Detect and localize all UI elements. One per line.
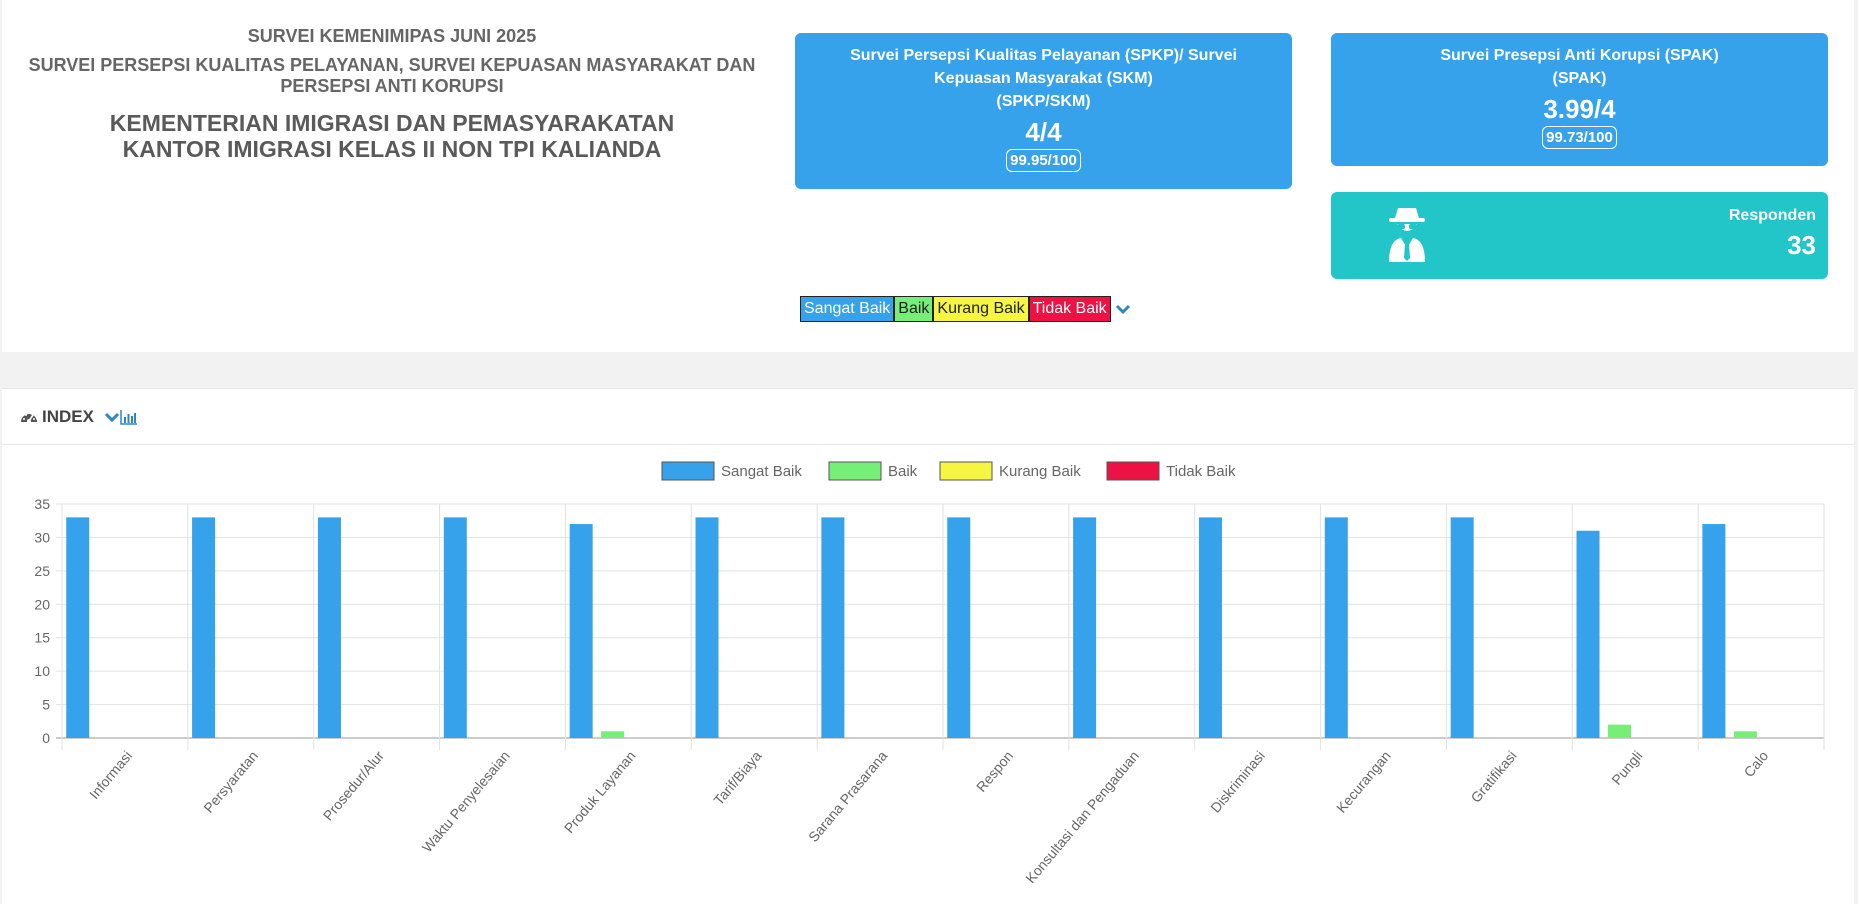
y-tick-label: 5 xyxy=(42,697,50,713)
x-tick-label: Waktu Penyelesaian xyxy=(419,748,513,856)
legend-swatch xyxy=(1106,461,1160,481)
survey-period: SURVEI KEMENIMIPAS JUNI 2025 xyxy=(247,26,537,46)
bar-chart-icon[interactable] xyxy=(120,409,138,425)
bar-sangat-baik xyxy=(947,517,971,738)
legend-baik: Baik xyxy=(894,296,934,322)
spak-title-line2: (SPAK) xyxy=(1552,70,1607,87)
bar-baik xyxy=(601,731,625,738)
user-secret-icon xyxy=(1389,208,1425,262)
bar-sangat-baik xyxy=(695,517,719,738)
spak-card: Survei Presepsi Anti Korupsi (SPAK) (SPA… xyxy=(1331,33,1828,166)
bar-sangat-baik xyxy=(821,517,845,738)
survey-header: SURVEI KEMENIMIPAS JUNI 2025 SURVEI PERS… xyxy=(22,26,762,162)
y-tick-label: 30 xyxy=(34,529,50,545)
legend-label: Baik xyxy=(888,463,918,480)
index-title: INDEX xyxy=(42,407,94,426)
legend-label: Tidak Baik xyxy=(1166,463,1236,480)
spak-score: 3.99/4 xyxy=(1543,94,1616,124)
office-name: KANTOR IMIGRASI KELAS II NON TPI KALIAND… xyxy=(122,136,662,162)
spkp-title-line2: Kepuasan Masyarakat (SKM) xyxy=(934,70,1153,87)
bar-sangat-baik xyxy=(1450,517,1474,738)
spkp-skm-card: Survei Persepsi Kualitas Pelayanan (SPKP… xyxy=(795,33,1292,189)
y-tick-label: 35 xyxy=(34,496,50,512)
legend-swatch xyxy=(828,461,882,481)
legend-swatch xyxy=(661,461,715,481)
spkp-title-line3: (SPKP/SKM) xyxy=(996,93,1091,110)
index-panel: INDEX 0 5 10 15 20 25 30 35 Informasi Persyaratan… xyxy=(2,388,1854,904)
x-tick-label: Gratifikasi xyxy=(1467,748,1519,806)
y-tick-label: 0 xyxy=(42,730,50,746)
bar-sangat-baik xyxy=(1198,517,1222,738)
bar-sangat-baik xyxy=(317,517,341,738)
dashboard-gauge-icon xyxy=(21,413,37,423)
x-tick-label: Diskriminasi xyxy=(1207,748,1268,816)
survey-name-line1: SURVEI PERSEPSI KUALITAS PELAYANAN, SURV… xyxy=(28,55,756,75)
responden-card: Responden 33 xyxy=(1331,192,1828,279)
x-tick-label: Konsultasi dan Pengaduan xyxy=(1022,748,1142,886)
bar-sangat-baik xyxy=(1702,524,1726,738)
x-tick-label: Pungli xyxy=(1608,748,1645,788)
bar-sangat-baik xyxy=(569,524,593,738)
y-tick-label: 25 xyxy=(34,563,50,579)
y-tick-label: 10 xyxy=(34,663,50,679)
ministry-name: KEMENTERIAN IMIGRASI DAN PEMASYARAKATAN xyxy=(109,110,675,136)
bar-sangat-baik xyxy=(443,517,467,738)
responden-label: Responden xyxy=(1728,207,1816,224)
legend-label: Kurang Baik xyxy=(999,463,1081,480)
x-tick-label: Tarif/Biaya xyxy=(710,747,764,808)
x-tick-label: Prosedur/Alur xyxy=(320,747,387,823)
rating-legend: Sangat Baik Baik Kurang Baik Tidak Baik xyxy=(800,296,1131,322)
summary-panel: SURVEI KEMENIMIPAS JUNI 2025 SURVEI PERS… xyxy=(2,0,1854,352)
y-tick-label: 20 xyxy=(34,596,50,612)
x-tick-label: Calo xyxy=(1741,747,1772,780)
bar-sangat-baik xyxy=(66,517,90,738)
spkp-score: 4/4 xyxy=(1025,117,1062,147)
spkp-title-line1: Survei Persepsi Kualitas Pelayanan (SPKP… xyxy=(850,47,1237,64)
bar-baik xyxy=(1607,724,1631,738)
x-tick-label: Informasi xyxy=(86,748,135,802)
bar-sangat-baik xyxy=(1576,530,1600,738)
x-tick-label: Produk Layanan xyxy=(561,748,639,836)
spak-index-badge: 99.73/100 xyxy=(1542,126,1617,149)
legend-kurang-baik: Kurang Baik xyxy=(933,296,1029,322)
legend-swatch xyxy=(939,461,993,481)
index-header: INDEX xyxy=(2,389,1854,445)
y-tick-label: 15 xyxy=(34,630,50,646)
legend-sangat-baik: Sangat Baik xyxy=(800,296,895,322)
bar-baik xyxy=(1733,731,1757,738)
spkp-index-badge: 99.95/100 xyxy=(1006,149,1081,172)
bar-sangat-baik xyxy=(1324,517,1348,738)
x-tick-label: Kecurangan xyxy=(1333,748,1394,816)
survey-name-line2: PERSEPSI ANTI KORUPSI xyxy=(280,76,504,96)
legend-label: Sangat Baik xyxy=(721,463,802,480)
legend-tidak-baik: Tidak Baik xyxy=(1028,296,1111,322)
spak-title-line1: Survei Presepsi Anti Korupsi (SPAK) xyxy=(1440,47,1719,64)
bar-sangat-baik xyxy=(1073,517,1097,738)
bar-sangat-baik xyxy=(192,517,216,738)
responden-count: 33 xyxy=(1787,230,1816,260)
x-tick-label: Sarana Prasarana xyxy=(805,747,890,844)
x-tick-label: Persyaratan xyxy=(200,748,261,816)
chevron-down-icon[interactable] xyxy=(1115,303,1131,315)
index-bar-chart: 0 5 10 15 20 25 30 35 Informasi Persyaratan Prosed… xyxy=(34,461,1825,886)
collapse-chevron-icon[interactable] xyxy=(104,411,120,423)
x-tick-label: Respon xyxy=(973,748,1016,795)
